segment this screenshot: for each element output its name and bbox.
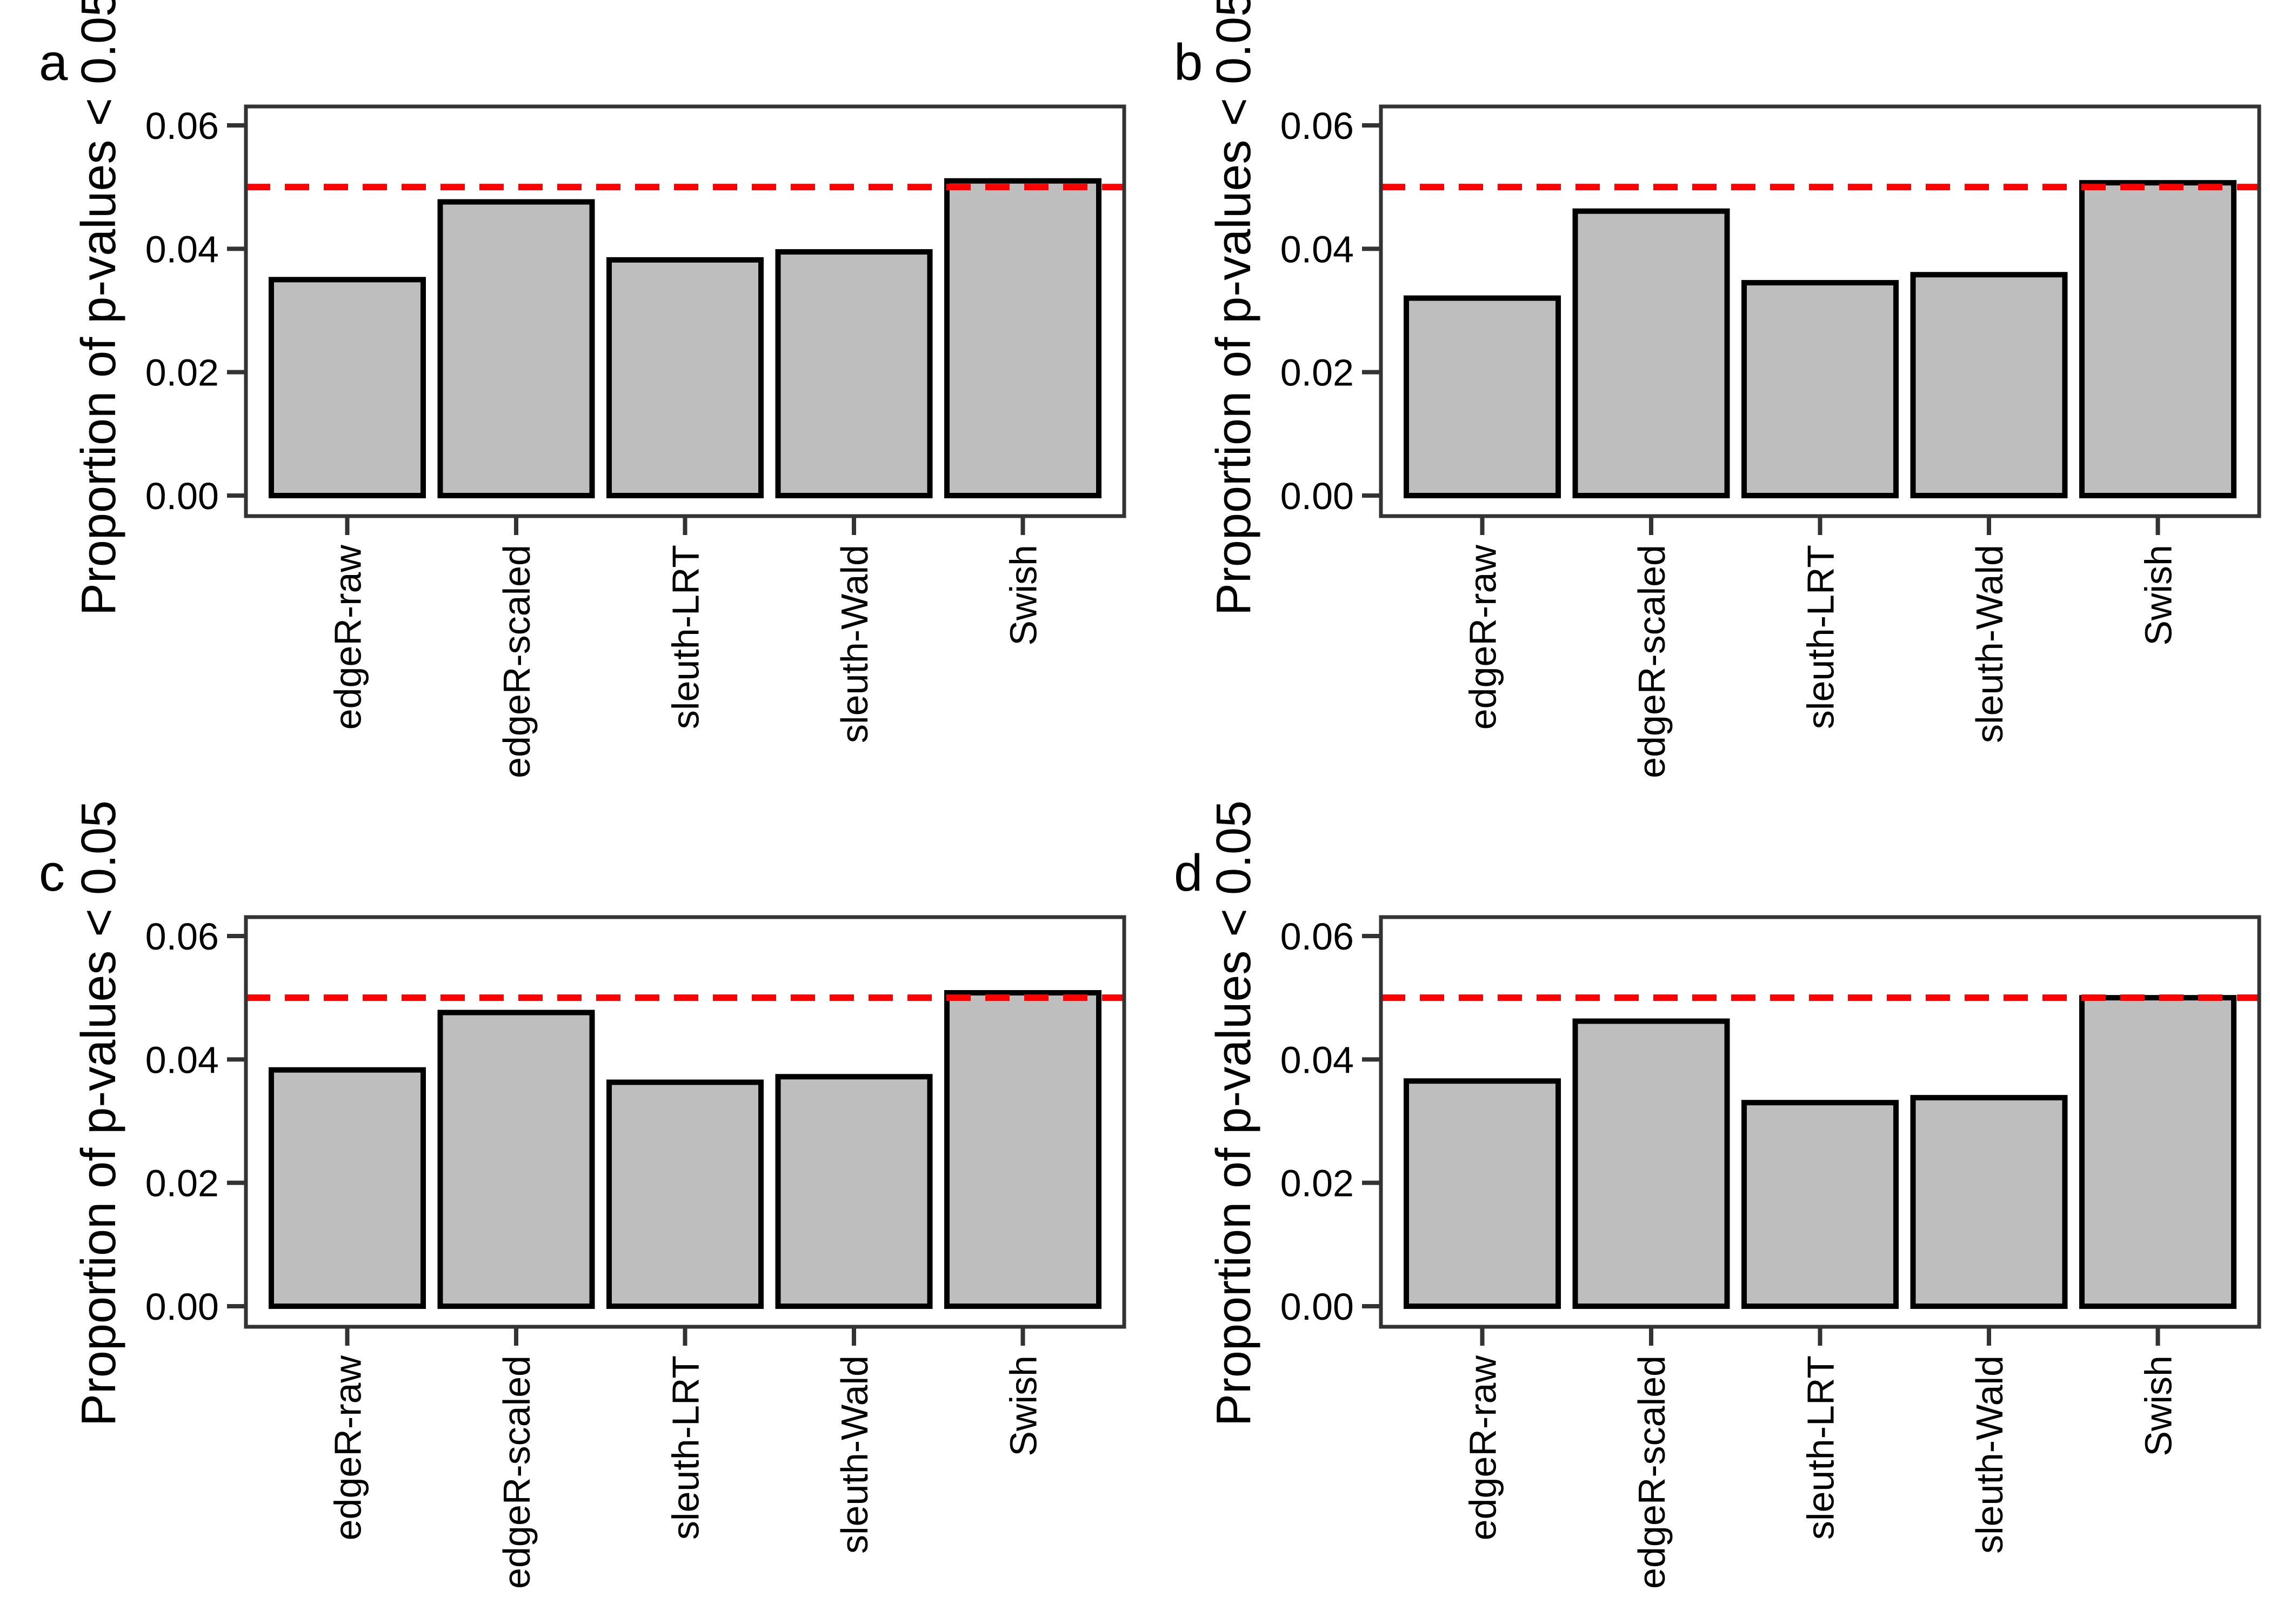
- y-tick-label-b-3: 0.06: [1280, 105, 1354, 147]
- y-tick-label-c-0: 0.00: [145, 1286, 219, 1328]
- x-tick-label-b-2: sleuth-LRT: [1800, 545, 1842, 729]
- y-tick-label-b-1: 0.02: [1280, 352, 1354, 394]
- y-tick-label-b-2: 0.04: [1280, 228, 1354, 270]
- bar-b-sleuth-Wald: [1910, 272, 2068, 498]
- panel-tag-d: d: [1174, 844, 1203, 902]
- bar-d-edgeR-raw: [1404, 1078, 1561, 1309]
- y-tick-label-a-1: 0.02: [145, 352, 219, 394]
- bar-a-sleuth-LRT: [606, 257, 764, 498]
- bar-a-sleuth-Wald: [775, 249, 933, 498]
- bar-d-sleuth-LRT: [1741, 1100, 1899, 1309]
- bar-d-Swish: [2079, 995, 2236, 1309]
- bar-c-sleuth-LRT: [606, 1079, 764, 1309]
- chart-panel-b: 0.00 0.02 0.04 0.06 edgeR-raw edgeR-scaled sle…: [1174, 0, 2261, 778]
- x-tick-label-d-3: sleuth-Wald: [1968, 1355, 2011, 1554]
- y-axis-title-b: Proportion of p-values < 0.05: [1207, 0, 1261, 616]
- chart-panel-a: 0.00 0.02 0.04 0.06 edgeR-raw edgeR-scaled sle…: [39, 0, 1126, 778]
- y-tick-label-c-3: 0.06: [145, 915, 219, 958]
- bar-a-edgeR-scaled: [437, 199, 595, 499]
- x-tick-label-c-2: sleuth-LRT: [665, 1355, 707, 1540]
- bar-b-Swish: [2079, 180, 2236, 499]
- bar-b-edgeR-raw: [1404, 295, 1561, 498]
- x-tick-label-a-3: sleuth-Wald: [833, 545, 876, 743]
- x-tick-label-a-2: sleuth-LRT: [665, 545, 707, 729]
- y-tick-label-c-1: 0.02: [145, 1162, 219, 1205]
- x-tick-label-d-4: Swish: [2138, 1355, 2180, 1456]
- y-tick-label-c-2: 0.04: [145, 1039, 219, 1081]
- y-tick-label-d-0: 0.00: [1280, 1286, 1354, 1328]
- panel-tag-a: a: [39, 34, 68, 91]
- y-tick-label-d-2: 0.04: [1280, 1039, 1354, 1081]
- x-tick-label-b-4: Swish: [2138, 545, 2180, 646]
- y-tick-label-a-3: 0.06: [145, 105, 219, 147]
- y-tick-label-a-0: 0.00: [145, 475, 219, 517]
- chart-panel-d: 0.00 0.02 0.04 0.06 edgeR-raw edgeR-scaled sle…: [1174, 800, 2261, 1589]
- x-tick-label-d-0: edgeR-raw: [1462, 1355, 1504, 1541]
- x-tick-label-c-4: Swish: [1003, 1355, 1045, 1456]
- bar-c-Swish: [944, 990, 1101, 1309]
- y-axis-title-a: Proportion of p-values < 0.05: [72, 0, 126, 616]
- y-axis-title-c: Proportion of p-values < 0.05: [72, 800, 126, 1426]
- bar-b-edgeR-scaled: [1572, 208, 1730, 499]
- y-axis-title-d: Proportion of p-values < 0.05: [1207, 800, 1261, 1426]
- bar-c-edgeR-scaled: [437, 1010, 595, 1309]
- y-tick-label-b-0: 0.00: [1280, 475, 1354, 517]
- x-tick-label-a-1: edgeR-scaled: [496, 545, 538, 778]
- bar-a-edgeR-raw: [269, 277, 426, 499]
- x-tick-label-c-3: sleuth-Wald: [833, 1355, 876, 1554]
- panel-tag-c: c: [39, 844, 65, 902]
- bar-a-Swish: [944, 178, 1101, 499]
- bar-d-sleuth-Wald: [1910, 1095, 2068, 1309]
- x-tick-label-c-0: edgeR-raw: [327, 1355, 369, 1541]
- bar-d-edgeR-scaled: [1572, 1018, 1730, 1309]
- x-tick-label-b-3: sleuth-Wald: [1968, 545, 2011, 743]
- x-tick-label-d-1: edgeR-scaled: [1631, 1355, 1673, 1589]
- x-tick-label-b-1: edgeR-scaled: [1631, 545, 1673, 778]
- bar-b-sleuth-LRT: [1741, 280, 1899, 499]
- x-tick-label-a-0: edgeR-raw: [327, 545, 369, 730]
- x-tick-label-d-2: sleuth-LRT: [1800, 1355, 1842, 1540]
- panel-tag-b: b: [1174, 34, 1203, 91]
- y-tick-label-d-3: 0.06: [1280, 915, 1354, 958]
- bar-c-sleuth-Wald: [775, 1074, 933, 1309]
- x-tick-label-a-4: Swish: [1003, 545, 1045, 646]
- y-tick-label-a-2: 0.04: [145, 228, 219, 270]
- x-tick-label-b-0: edgeR-raw: [1462, 545, 1504, 730]
- x-tick-label-c-1: edgeR-scaled: [496, 1355, 538, 1589]
- y-tick-label-d-1: 0.02: [1280, 1162, 1354, 1205]
- bar-c-edgeR-raw: [269, 1067, 426, 1309]
- chart-panel-c: 0.00 0.02 0.04 0.06 edgeR-raw edgeR-scaled sle…: [39, 800, 1126, 1589]
